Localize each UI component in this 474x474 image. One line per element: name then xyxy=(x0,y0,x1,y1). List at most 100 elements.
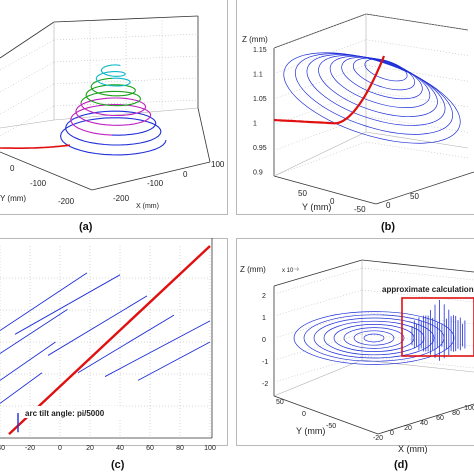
x-tick-label: 80 xyxy=(176,445,184,452)
y-tick-label: 50 xyxy=(276,399,284,406)
box-edge xyxy=(273,259,363,287)
panel-d: 2 1 0 -1 -2 Z (mm) x 10⁻³ approximate calculati… xyxy=(236,238,474,474)
z-tick-label: 1 xyxy=(262,315,266,322)
spiral-ring xyxy=(352,57,416,91)
y-axis-label: Y (mm) xyxy=(302,202,331,212)
chart-d: 2 1 0 -1 -2 Z (mm) x 10⁻³ approximate calculati… xyxy=(240,259,474,454)
box-edge xyxy=(377,403,474,435)
y-tick-label: 50 xyxy=(298,189,307,198)
box-edge xyxy=(273,359,363,397)
grid-line xyxy=(0,105,55,137)
box-edge xyxy=(53,107,199,121)
blue-arc-segment xyxy=(0,372,43,404)
grid-line xyxy=(365,116,469,133)
grid-line xyxy=(365,141,469,159)
y-tick-label: -50 xyxy=(354,205,366,214)
grid-line xyxy=(361,333,474,347)
caption-b: (b) xyxy=(381,221,396,233)
grid-line xyxy=(273,90,367,126)
x-tick-label: 0 xyxy=(390,430,394,437)
x-tick-label: 80 xyxy=(452,410,460,417)
blue-arc-segment xyxy=(0,308,68,354)
grid-line xyxy=(273,39,367,74)
spiral-ring xyxy=(341,56,423,100)
blue-arc-segment xyxy=(0,341,56,381)
spiral-ring xyxy=(303,314,445,362)
panel-c: arc tilt angle: pi/5000 -40 -20 0 20 40 60 80 10… xyxy=(0,238,232,474)
box-edge xyxy=(273,131,367,177)
grid-line xyxy=(273,267,363,295)
z-axis-label: Z (mm) xyxy=(240,265,266,274)
blue-arc-segment xyxy=(47,295,148,356)
plot-frame-a xyxy=(0,0,228,215)
spiral-segment xyxy=(95,64,131,87)
red-lead-line xyxy=(0,144,71,149)
red-reference-line xyxy=(8,245,211,436)
z-tick-label: 2 xyxy=(262,293,266,300)
y-tick-label: -100 xyxy=(30,179,47,188)
grid-line xyxy=(273,333,363,361)
caption-c: (c) xyxy=(111,459,125,471)
box-edge xyxy=(0,21,55,59)
grid-line xyxy=(53,77,199,85)
z-tick-label: -1 xyxy=(262,359,268,366)
x-tick-label: 0 xyxy=(58,445,62,452)
spiral-ring xyxy=(323,320,425,356)
grid-line xyxy=(365,90,469,108)
grid-line xyxy=(365,64,469,82)
caption-d: (d) xyxy=(394,459,409,471)
annotation-background xyxy=(22,406,122,418)
annotation-text: approximate calculation xyxy=(382,285,474,294)
grid-line xyxy=(273,355,363,383)
spiral-ring xyxy=(343,327,405,349)
x-tick-label: -200 xyxy=(113,194,130,203)
grid-line xyxy=(361,289,474,303)
spiral-ring xyxy=(363,333,385,343)
spiral-ring xyxy=(364,58,408,82)
grid-line xyxy=(273,64,367,100)
z-axis-label: Z (mm) xyxy=(242,35,268,44)
z-tick-label: 0.95 xyxy=(253,145,267,152)
x-tick-label: 60 xyxy=(436,415,444,422)
spiral-ring xyxy=(318,55,438,117)
x-tick-label: -20 xyxy=(25,445,35,452)
y-tick-label: 0 xyxy=(330,197,335,206)
grid-line xyxy=(273,116,367,151)
grid-line xyxy=(273,13,367,49)
blue-arc-segment xyxy=(104,320,211,377)
panel-b: 1.15 1.1 1.05 1 0.95 0.9 Z (mm) 50 0 -50 50 0 Y (mm)… xyxy=(236,0,474,236)
panel-a: 0 -100 -200 100 0 -100 -200 Y (mm) X (mm) (a) xyxy=(0,0,232,236)
grid-line xyxy=(273,141,367,177)
x-tick-label: 40 xyxy=(420,420,428,427)
box-edge xyxy=(375,171,474,205)
x-tick-label: 50 xyxy=(410,192,419,201)
grid-line xyxy=(0,61,55,93)
z-tick-label: 0.9 xyxy=(253,170,263,177)
y-tick-label: 0 xyxy=(10,164,15,173)
y-tick-label: -50 xyxy=(326,423,336,430)
spiral-ring xyxy=(313,317,435,359)
spiral-segment xyxy=(80,77,141,107)
grid-line xyxy=(365,39,469,56)
grid-line xyxy=(273,289,363,317)
plot-frame-b xyxy=(236,0,474,215)
chart-a: 0 -100 -200 100 0 -100 -200 Y (mm) X (mm) xyxy=(0,15,225,210)
box-edge xyxy=(361,259,474,273)
x-tick-label: 100 xyxy=(204,445,216,452)
y-axis-label: Y (mm) xyxy=(296,426,325,436)
z-tick-label: 1 xyxy=(253,121,257,128)
x-tick-label: 100 xyxy=(211,160,225,169)
y-tick-label: 0 xyxy=(302,411,306,418)
box-edge xyxy=(365,131,469,149)
y-axis-label: Y (mm) xyxy=(0,194,26,203)
blue-arc-segment xyxy=(14,274,121,335)
grid-line xyxy=(273,311,363,339)
x-tick-label: 40 xyxy=(116,445,124,452)
x-tick-label: -40 xyxy=(0,445,5,452)
x-axis-label: X (mm) xyxy=(136,203,159,210)
x-axis-label: X (mm) xyxy=(398,444,428,454)
x-tick-label: 0 xyxy=(386,201,391,210)
spiral-segment xyxy=(70,97,152,136)
box-edge xyxy=(273,13,367,49)
